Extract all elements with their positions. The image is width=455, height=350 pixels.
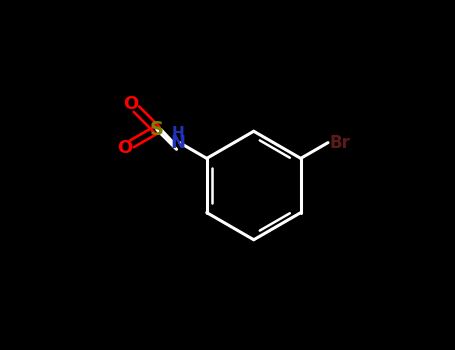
Text: H: H bbox=[172, 126, 184, 141]
Text: N: N bbox=[170, 134, 185, 152]
Text: O: O bbox=[123, 95, 139, 113]
Text: S: S bbox=[150, 120, 164, 139]
Text: Br: Br bbox=[330, 134, 351, 152]
Text: O: O bbox=[117, 139, 133, 157]
